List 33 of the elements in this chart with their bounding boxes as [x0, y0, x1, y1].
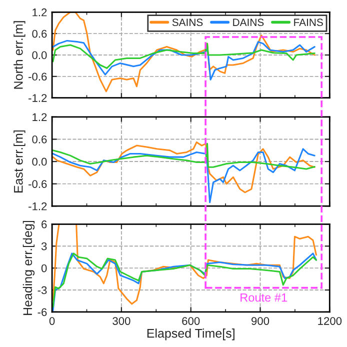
x-axis-title: Elapsed Time[s] [147, 328, 234, 340]
y-tick-label: -6 [38, 308, 47, 316]
y-tick-label: 0.0 [32, 158, 47, 166]
x-tick-label: 600 [182, 317, 200, 325]
y-tick-label: 6 [42, 220, 47, 228]
y-axis-title: East err.[m] [14, 130, 26, 192]
legend-label: DAINS [233, 18, 264, 26]
annotation: Route #1 [240, 293, 287, 302]
x-tick-label: 0 [49, 317, 55, 325]
line-series [52, 148, 316, 204]
y-tick-label: 0.6 [32, 30, 47, 38]
legend-label: FAINS [294, 18, 323, 26]
x-tick-label: 300 [112, 317, 130, 325]
legend-label: SAINS [172, 18, 203, 26]
y-tick-label: -0.6 [28, 72, 47, 81]
y-tick-label: -1.2 [28, 202, 47, 210]
y-tick-label: -1.2 [28, 94, 47, 102]
y-axis-title: Heading err.[deg] [22, 220, 35, 315]
line-series [52, 40, 316, 80]
y-tick-label: 0 [41, 264, 47, 272]
x-tick-label: 1200 [318, 317, 342, 325]
y-tick-label: 0.0 [32, 51, 47, 60]
y-tick-label: 0.6 [32, 136, 47, 144]
line-series [52, 42, 316, 69]
y-axis-title: North err.[m] [14, 21, 26, 89]
y-tick-label: -0.6 [28, 180, 47, 188]
y-tick-label: 1.2 [32, 113, 47, 121]
y-tick-label: -3 [38, 286, 47, 294]
y-tick-label: 3 [41, 242, 47, 250]
x-tick-label: 900 [252, 317, 270, 325]
line-series [52, 142, 316, 170]
y-tick-label: 1.2 [32, 8, 47, 16]
line-series [52, 141, 316, 194]
